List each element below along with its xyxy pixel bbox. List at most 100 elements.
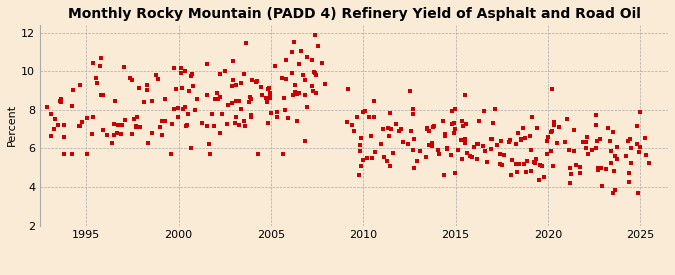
Point [297,73,308,77]
Point [526,147,537,152]
Point [478,144,489,148]
Point [227,100,238,105]
Point [131,125,142,130]
Point [215,95,225,99]
Point [45,133,56,138]
Point [119,64,130,69]
Point [132,114,142,119]
Point [75,124,86,128]
Point [526,169,537,174]
Point [433,152,444,156]
Point [310,32,321,37]
Point [405,89,416,93]
Point [117,123,128,128]
Point [388,151,399,155]
Point [146,99,157,103]
Point [295,49,306,53]
Point [421,155,431,160]
Point [424,142,435,147]
Point [281,76,292,81]
Point [91,81,102,86]
Point [239,119,250,123]
Point [240,124,250,128]
Point [644,161,655,165]
Point [358,158,369,163]
Point [124,76,135,81]
Point [495,152,506,156]
Point [74,83,85,87]
Point [155,124,165,129]
Point [292,118,302,123]
Point [568,128,579,132]
Point [429,124,439,128]
Point [446,109,457,113]
Point [495,161,506,166]
Point [632,191,643,195]
Point [530,160,541,165]
Point [97,93,108,97]
Point [634,110,645,114]
Point [192,97,202,101]
Point [433,148,443,152]
Point [376,142,387,146]
Point [203,142,214,146]
Point [138,100,149,104]
Point [187,71,198,76]
Point [361,156,372,161]
Point [283,116,294,120]
Point [300,138,310,143]
Point [230,121,240,125]
Point [632,124,643,128]
Point [54,99,65,103]
Point [635,145,646,149]
Point [271,115,282,120]
Point [202,62,213,66]
Point [308,89,319,94]
Point [370,149,381,154]
Point [317,61,328,65]
Point [554,124,564,129]
Point [408,112,418,116]
Point [439,172,450,177]
Point [566,172,576,176]
Point [102,132,113,137]
Point [182,112,193,116]
Point [521,170,532,175]
Point [379,155,389,159]
Point [87,132,98,136]
Point [489,107,500,111]
Point [548,163,559,168]
Point [212,91,223,95]
Point [55,97,66,102]
Point [231,82,242,87]
Point [356,163,367,168]
Point [205,152,215,156]
Point [240,41,251,45]
Point [131,123,142,128]
Point [394,128,404,133]
Point [625,137,636,141]
Y-axis label: Percent: Percent [7,104,17,146]
Point [491,142,502,147]
Point [135,125,146,129]
Point [442,145,453,150]
Point [169,66,180,70]
Point [479,148,490,153]
Point [263,121,273,125]
Point [165,152,176,156]
Point [449,131,460,135]
Point [209,123,220,128]
Point [423,129,434,133]
Point [234,99,244,103]
Point [459,92,470,97]
Point [622,139,633,143]
Point [367,156,378,160]
Point [440,134,451,138]
Point [228,59,239,63]
Point [472,156,483,161]
Point [422,125,433,130]
Point [603,126,614,130]
Point [152,76,163,81]
Point [109,133,119,137]
Point [184,89,194,93]
